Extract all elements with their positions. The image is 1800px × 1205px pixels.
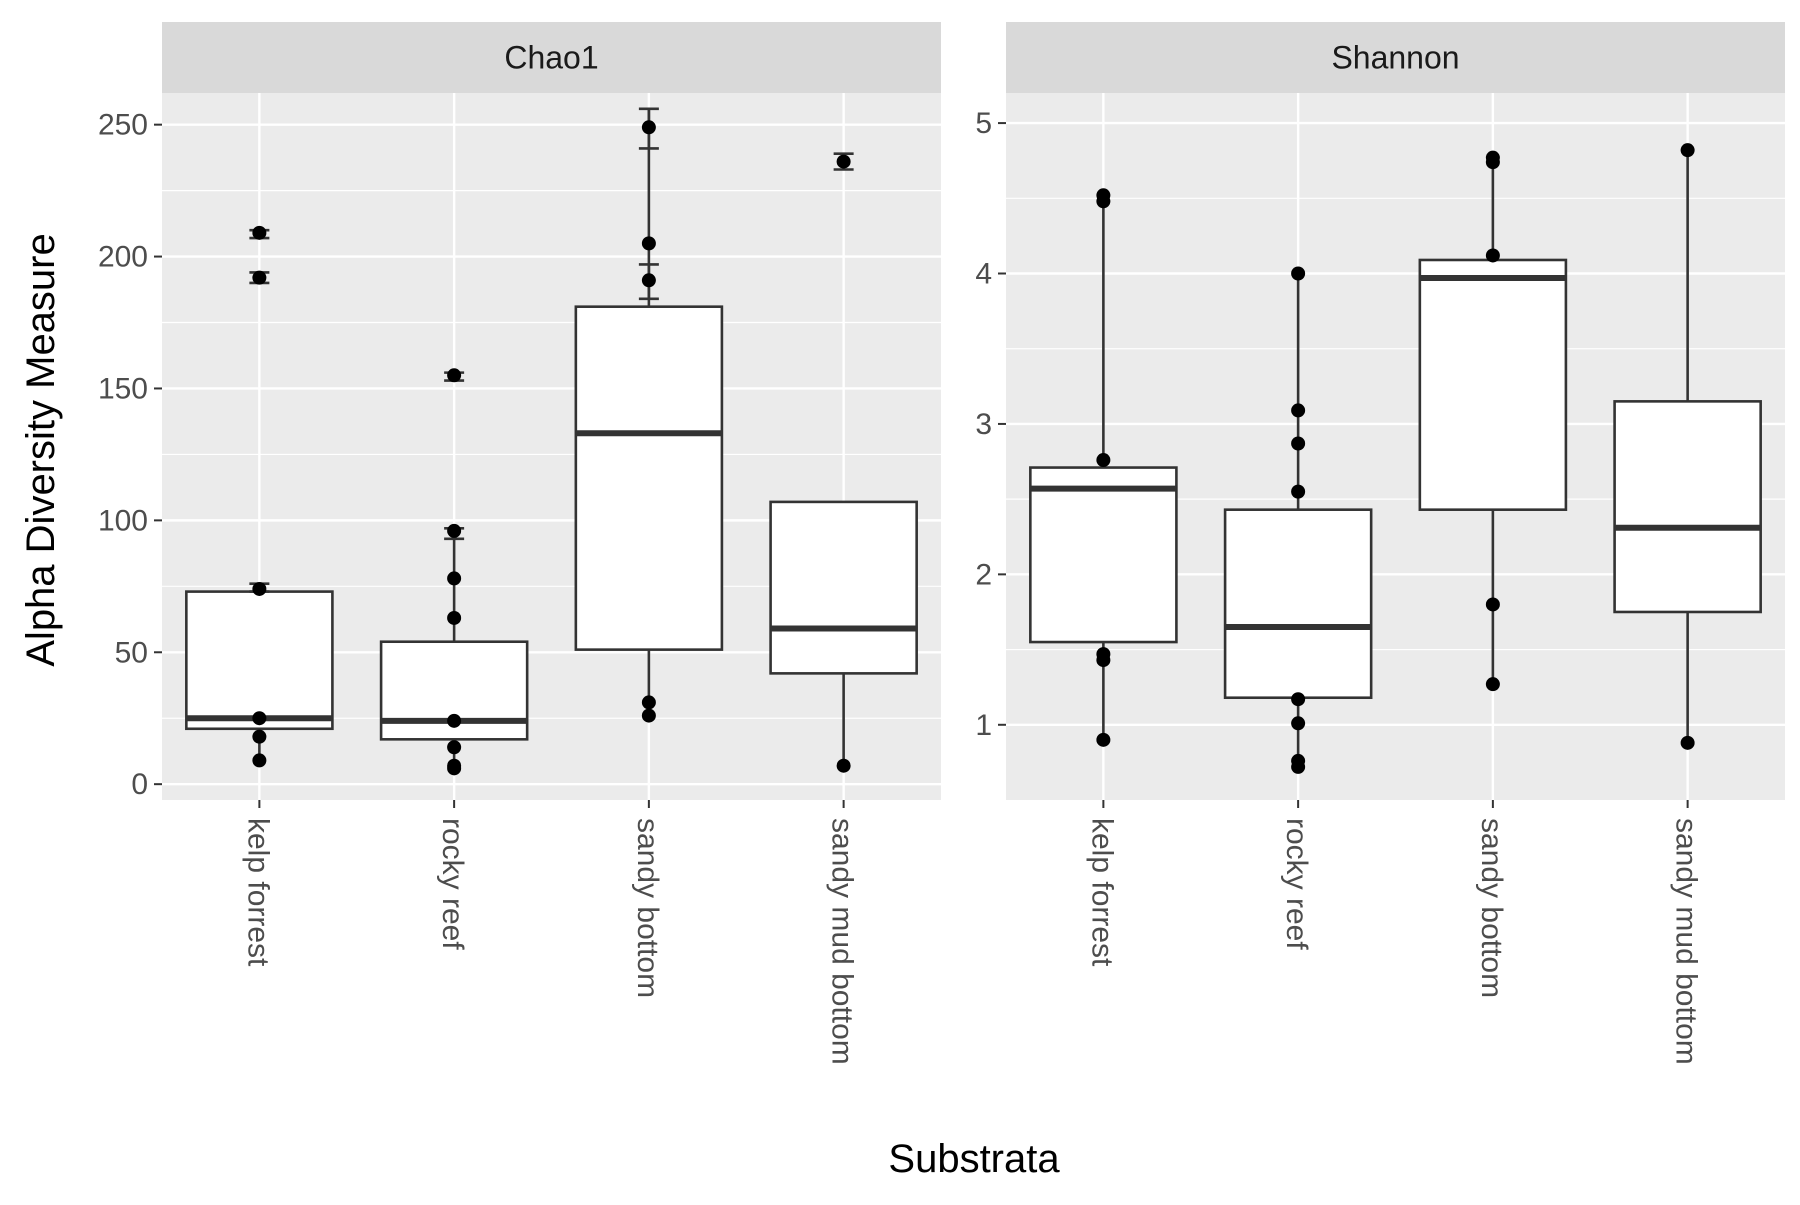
- x-tick-label: sandy bottom: [631, 818, 664, 998]
- x-tick-label: kelp forrest: [1085, 818, 1118, 967]
- data-point: [641, 236, 656, 251]
- y-tick-label: 4: [975, 258, 992, 291]
- y-tick-label: 50: [115, 636, 148, 669]
- data-point: [836, 154, 851, 169]
- data-point: [1291, 692, 1306, 707]
- data-point: [1291, 753, 1306, 768]
- box: [1613, 400, 1762, 614]
- panel-shannon: Shannon 1 2 3 4 5 kelp forrest rocky reef sandy …: [975, 22, 1785, 1065]
- strip-background: [162, 22, 941, 93]
- data-point: [252, 270, 267, 285]
- x-tick-label: sandy bottom: [1475, 818, 1508, 998]
- x-tick-label: kelp forrest: [241, 818, 274, 967]
- data-point: [447, 368, 462, 383]
- y-tick-label: 5: [975, 107, 992, 140]
- data-point: [1485, 248, 1500, 263]
- box: [769, 500, 918, 675]
- y-tick-label: 150: [98, 372, 148, 405]
- data-point: [1291, 484, 1306, 499]
- data-point: [1291, 436, 1306, 451]
- x-tick-label: sandy mud bottom: [826, 818, 859, 1065]
- x-tick-label: sandy mud bottom: [1670, 818, 1703, 1065]
- data-point: [641, 120, 656, 135]
- data-point: [1291, 266, 1306, 281]
- data-point: [1291, 403, 1306, 418]
- panel-chao1: Chao1 0 50 100 150 200 250 kelp forrest rocky re…: [98, 22, 941, 1065]
- data-point: [1096, 732, 1111, 747]
- data-point: [252, 729, 267, 744]
- data-point: [447, 740, 462, 755]
- data-point: [447, 571, 462, 586]
- y-axis-title: Alpha Diversity Measure: [19, 233, 63, 667]
- box: [1418, 258, 1568, 511]
- strip-label: Chao1: [504, 40, 598, 76]
- data-point: [252, 225, 267, 240]
- data-point: [641, 273, 656, 288]
- data-point: [1485, 150, 1500, 165]
- box: [1029, 466, 1178, 644]
- x-axis-title: Substrata: [888, 1137, 1060, 1181]
- data-point: [1485, 597, 1500, 612]
- box: [574, 305, 724, 651]
- data-point: [447, 713, 462, 728]
- y-tick-label: 3: [975, 408, 992, 441]
- data-point: [1096, 188, 1111, 203]
- data-point: [447, 523, 462, 538]
- y-tick-label: 200: [98, 241, 148, 274]
- y-tick-label: 0: [131, 768, 148, 801]
- data-point: [1291, 716, 1306, 731]
- data-point: [1680, 143, 1695, 158]
- y-tick-label: 100: [98, 504, 148, 537]
- strip-label: Shannon: [1331, 40, 1459, 76]
- data-point: [1096, 647, 1111, 662]
- panels-layer: Chao1 0 50 100 150 200 250 kelp forrest rocky re…: [98, 22, 1785, 1065]
- box: [185, 590, 334, 731]
- x-tick-label: rocky reef: [1280, 818, 1313, 950]
- data-point: [1096, 453, 1111, 468]
- x-tick-label: rocky reef: [436, 818, 469, 950]
- data-point: [252, 581, 267, 596]
- data-point: [1680, 735, 1695, 750]
- data-point: [641, 708, 656, 723]
- data-point: [252, 753, 267, 768]
- y-tick-label: 2: [975, 558, 992, 591]
- box: [1223, 508, 1373, 700]
- data-point: [447, 758, 462, 773]
- data-point: [447, 610, 462, 625]
- data-point: [252, 711, 267, 726]
- data-point: [641, 695, 656, 710]
- data-point: [1485, 677, 1500, 692]
- strip-background: [1006, 22, 1785, 93]
- data-point: [836, 758, 851, 773]
- y-tick-label: 250: [98, 109, 148, 142]
- y-tick-label: 1: [975, 709, 992, 742]
